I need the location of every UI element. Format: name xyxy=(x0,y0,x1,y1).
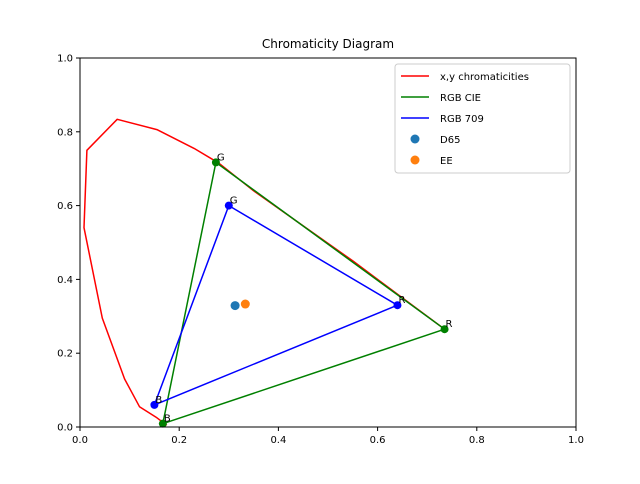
y-tick-label: 0.2 xyxy=(57,349,73,360)
x-tick-label: 1.0 xyxy=(568,435,584,446)
vertex-label-rgb-709-r: R xyxy=(398,295,405,306)
legend-label-rgb-709: RGB 709 xyxy=(440,114,484,125)
y-axis: 0.0 0.2 0.4 0.6 0.8 1.0 xyxy=(57,54,80,434)
vertex-label-rgb-cie-g: G xyxy=(217,152,225,163)
legend-marker-d65 xyxy=(410,134,420,144)
x-tick-label: 0.2 xyxy=(171,435,187,446)
x-tick-label: 0.0 xyxy=(72,435,88,446)
y-tick-label: 0.8 xyxy=(57,127,73,138)
y-tick-label: 0.4 xyxy=(57,275,73,286)
y-tick-label: 1.0 xyxy=(57,54,73,65)
axes-frame xyxy=(79,57,577,428)
vertex-marker-rgb-709-r xyxy=(393,301,402,310)
vertex-marker-rgb-709-g xyxy=(224,201,233,210)
legend-box xyxy=(394,63,571,174)
vertex-marker-rgb-cie-b xyxy=(158,419,167,428)
series-line-rgb-cie xyxy=(162,161,446,425)
series-line-rgb-709 xyxy=(153,204,398,406)
x-axis: 0.0 0.2 0.4 0.6 0.8 1.0 xyxy=(72,427,584,446)
y-tick-label: 0.6 xyxy=(57,201,73,212)
vertex-marker-rgb-709-b xyxy=(150,400,159,409)
chart-title: Chromaticity Diagram xyxy=(262,37,394,51)
legend-label-ee: EE xyxy=(440,156,453,167)
vertex-label-rgb-709-b: B xyxy=(155,395,162,406)
y-tick-label: 0.0 xyxy=(57,423,73,434)
legend-label-x-y-chromaticities: x,y chromaticities xyxy=(440,72,529,83)
x-tick-label: 0.6 xyxy=(370,435,386,446)
axes-border xyxy=(79,57,577,428)
vertex-label-rgb-709-g: G xyxy=(230,196,238,207)
legend-marker-ee xyxy=(410,155,420,165)
plot-content: R G B R G B xyxy=(83,118,453,428)
x-tick-label: 0.8 xyxy=(469,435,485,446)
scatter-point-d65 xyxy=(230,301,240,311)
legend-label-rgb-cie: RGB CIE xyxy=(440,93,481,104)
vertex-marker-rgb-cie-r xyxy=(440,325,449,334)
vertex-label-rgb-cie-r: R xyxy=(446,319,453,330)
vertex-marker-rgb-cie-g xyxy=(211,158,220,167)
vertex-label-rgb-cie-b: B xyxy=(164,414,171,425)
legend-label-d65: D65 xyxy=(440,135,460,146)
scatter-point-ee xyxy=(240,299,250,309)
x-tick-label: 0.4 xyxy=(270,435,286,446)
legend: x,y chromaticities RGB CIE RGB 709 D65 EE xyxy=(394,63,571,174)
